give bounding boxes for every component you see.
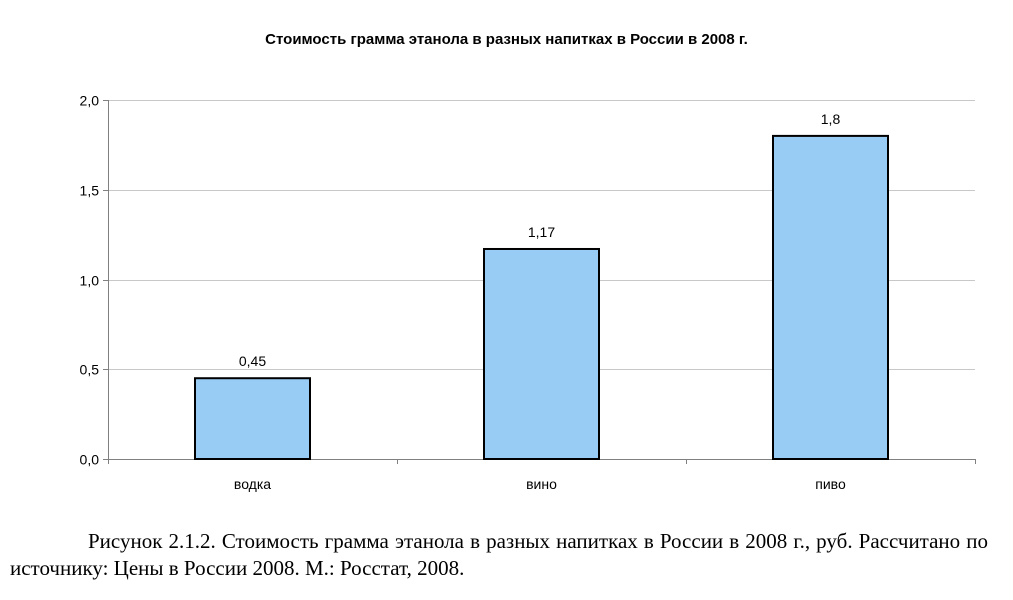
bar-1: [194, 377, 311, 461]
data-label: 1,8: [821, 111, 841, 127]
data-label: 0,45: [239, 353, 266, 369]
y-tick-label: 2,0: [80, 93, 100, 109]
chart-title: Стоимость грамма этанола в разных напитк…: [265, 31, 748, 48]
x-tick-label: пиво: [815, 476, 846, 492]
x-tick-label: водка: [234, 476, 271, 492]
bar-3: [772, 134, 889, 460]
bars: [194, 134, 889, 461]
y-tick-label: 1,0: [80, 273, 100, 289]
y-tick-label: 1,5: [80, 183, 100, 199]
y-tick-label: 0,5: [80, 362, 100, 378]
bar-chart: 0,0 0,5 1,0 1,5 2,0 0,45 водка 1,17 вино 1,8 пиво: [80, 93, 976, 493]
data-label: 1,17: [528, 224, 555, 240]
y-tick-label: 0,0: [80, 452, 100, 468]
bar-2: [483, 247, 600, 460]
x-tick-label: вино: [526, 476, 557, 492]
labels: 0,0 0,5 1,0 1,5 2,0 0,45 водка 1,17 вино 1,8 пиво: [80, 93, 846, 493]
figure-caption: Рисунок 2.1.2. Стоимость грамма этанола …: [10, 529, 988, 580]
